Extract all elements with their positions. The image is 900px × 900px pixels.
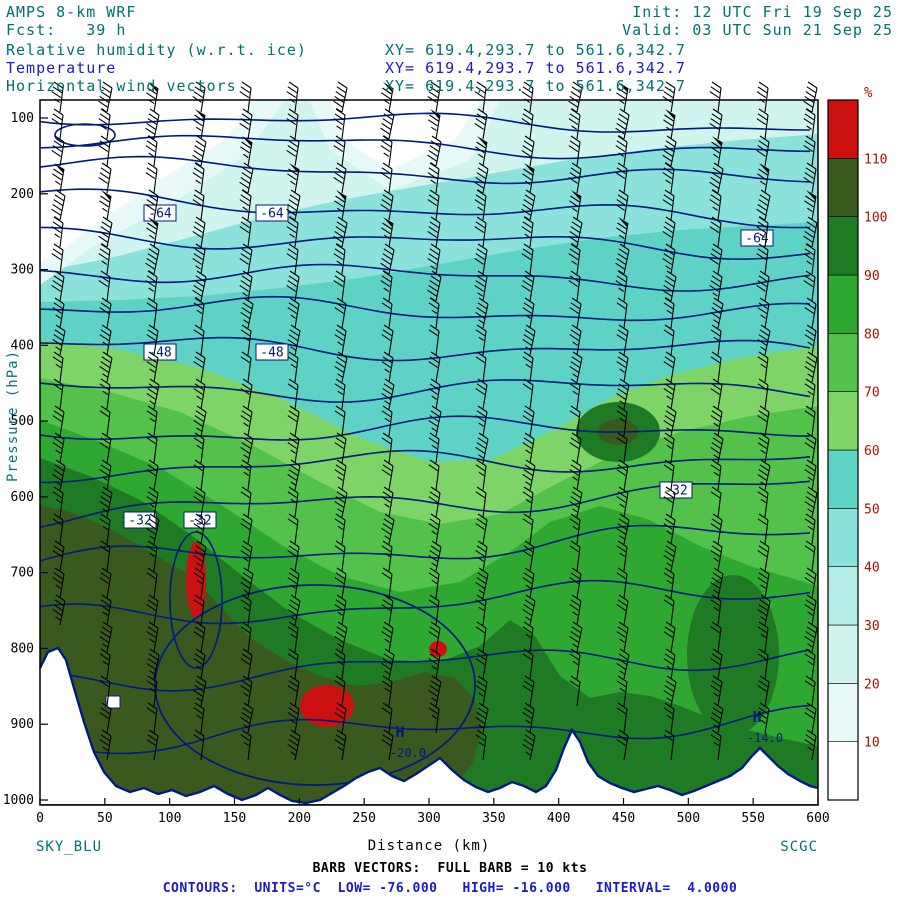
contour-labels: -64 -64-64-48 -48-32-32 -32H-20.0H-14.0	[105, 204, 783, 760]
svg-text:20: 20	[864, 677, 880, 692]
svg-text:30: 30	[864, 619, 880, 634]
field-temp-extent: XY= 619.4,293.7 to 561.6,342.7	[385, 59, 686, 77]
svg-text:700: 700	[11, 566, 34, 581]
svg-text:50: 50	[864, 502, 880, 517]
svg-text:800: 800	[11, 641, 34, 656]
svg-text:100: 100	[864, 211, 887, 226]
svg-text:-20.0: -20.0	[390, 746, 426, 760]
svg-text:450: 450	[612, 811, 635, 826]
svg-text:300: 300	[417, 811, 440, 826]
svg-text:40: 40	[864, 561, 880, 576]
svg-text:70: 70	[864, 386, 880, 401]
svg-text:90: 90	[864, 269, 880, 284]
svg-text:H: H	[395, 723, 404, 741]
field-rh-extent: XY= 619.4,293.7 to 561.6,342.7	[385, 41, 686, 59]
colorbar: 10 20 30 40 50 60 70 80 90 100 110%	[827, 85, 887, 801]
contour-legend: CONTOURS: UNITS=°C LOW= -76.000 HIGH= -1…	[162, 881, 738, 896]
x-axis-label: Distance (km)	[367, 838, 491, 854]
svg-text:%: %	[864, 85, 873, 101]
right-endpoint-label: SCGC	[780, 839, 818, 855]
y-axis-ticks: 100 200 300 400 500 600 700 800 900 1000	[3, 111, 48, 808]
svg-text:500: 500	[11, 414, 34, 429]
svg-text:300: 300	[11, 263, 34, 278]
field-wind-extent: XY= 619.4,293.7 to 561.6,342.7	[385, 77, 686, 95]
svg-text:100: 100	[11, 111, 34, 126]
left-endpoint-label: SKY_BLU	[36, 839, 103, 855]
field-wind-label: Horizontal wind vectors	[6, 77, 237, 95]
svg-text:600: 600	[11, 490, 34, 505]
forecast-hour: Fcst: 39 h	[6, 21, 127, 39]
svg-text:110: 110	[864, 152, 887, 167]
svg-text:350: 350	[482, 811, 505, 826]
svg-text:1000: 1000	[3, 793, 34, 808]
svg-text:-32: -32	[188, 514, 211, 529]
svg-text:-64: -64	[745, 232, 769, 247]
svg-text:60: 60	[864, 444, 880, 459]
svg-text:50: 50	[97, 811, 113, 826]
svg-text:-14.0: -14.0	[747, 731, 783, 745]
svg-text:250: 250	[352, 811, 375, 826]
svg-text:400: 400	[11, 338, 34, 353]
svg-text:-48: -48	[260, 346, 283, 361]
svg-text:0: 0	[36, 811, 44, 826]
wind-barbs	[51, 81, 818, 761]
svg-text:-32: -32	[128, 514, 151, 529]
svg-text:100: 100	[158, 811, 181, 826]
svg-text:H: H	[752, 708, 761, 726]
terrain	[38, 646, 819, 805]
svg-text:200: 200	[288, 811, 311, 826]
x-axis-ticks: 0 50 100 150 200 250 300 350 400 450 500 550 600	[36, 798, 830, 826]
svg-text:150: 150	[223, 811, 246, 826]
svg-text:550: 550	[741, 811, 764, 826]
model-name: AMPS 8-km WRF	[6, 3, 137, 21]
field-temp-label: Temperature	[6, 59, 117, 77]
temperature-contours	[39, 112, 811, 786]
svg-text:500: 500	[677, 811, 700, 826]
svg-text:10: 10	[864, 736, 880, 751]
svg-text:80: 80	[864, 327, 880, 342]
svg-text:-64: -64	[260, 207, 284, 222]
svg-text:400: 400	[547, 811, 570, 826]
barb-legend: BARB VECTORS: FULL BARB = 10 kts	[312, 861, 588, 876]
rh-fill-layers	[40, 100, 818, 805]
svg-text:-48: -48	[148, 346, 171, 361]
init-time: Init: 12 UTC Fri 19 Sep 25	[632, 3, 893, 21]
svg-text:900: 900	[11, 717, 34, 732]
svg-text:-32: -32	[664, 484, 687, 499]
y-axis-label: Pressure (hPa)	[5, 349, 21, 482]
field-rh-label: Relative humidity (w.r.t. ice)	[6, 41, 307, 59]
svg-text:600: 600	[806, 811, 829, 826]
svg-text:200: 200	[11, 187, 34, 202]
valid-time: Valid: 03 UTC Sun 21 Sep 25	[622, 21, 893, 39]
